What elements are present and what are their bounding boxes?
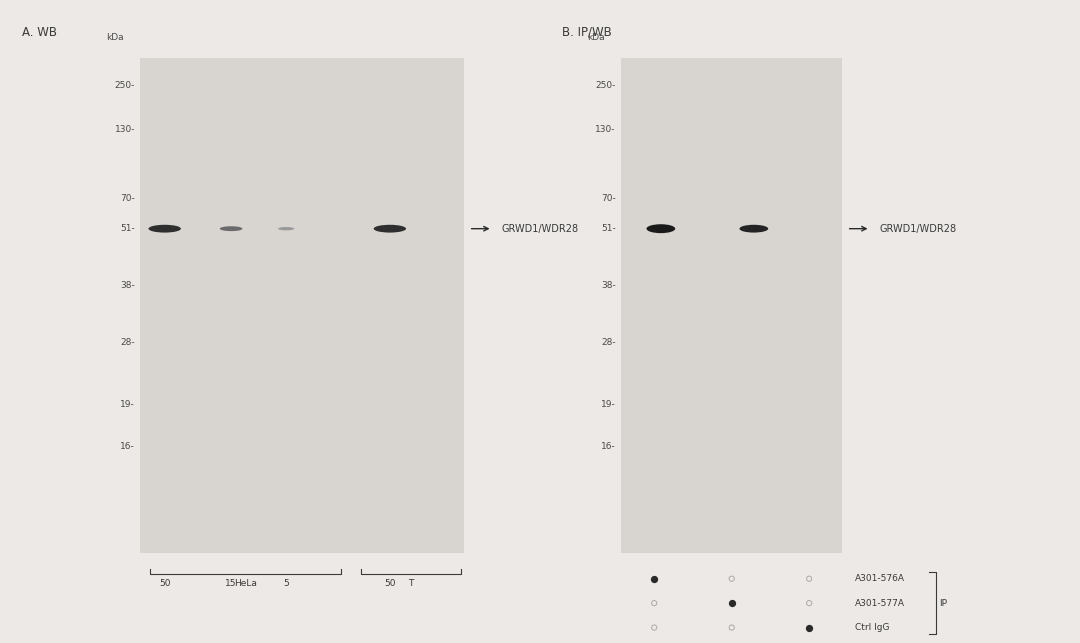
Text: A301-576A: A301-576A xyxy=(855,574,905,583)
Text: A. WB: A. WB xyxy=(22,26,56,39)
Point xyxy=(724,622,741,633)
Text: kDa: kDa xyxy=(107,33,124,42)
Text: 70-: 70- xyxy=(600,194,616,203)
Ellipse shape xyxy=(374,225,406,233)
Text: IP: IP xyxy=(940,599,947,608)
Text: kDa: kDa xyxy=(588,33,605,42)
Point xyxy=(724,598,741,608)
Point xyxy=(800,598,818,608)
Point xyxy=(646,622,663,633)
Text: 50: 50 xyxy=(384,579,395,588)
Text: 38-: 38- xyxy=(120,281,135,290)
Text: 19-: 19- xyxy=(120,400,135,409)
Point xyxy=(646,574,663,584)
Ellipse shape xyxy=(740,225,768,233)
Text: Ctrl IgG: Ctrl IgG xyxy=(855,623,890,632)
Text: 19-: 19- xyxy=(600,400,616,409)
Bar xyxy=(621,58,842,553)
Text: 51-: 51- xyxy=(120,224,135,233)
Text: 15: 15 xyxy=(226,579,237,588)
Text: 16-: 16- xyxy=(120,442,135,451)
Ellipse shape xyxy=(647,224,675,233)
Text: 70-: 70- xyxy=(120,194,135,203)
Text: 50: 50 xyxy=(159,579,171,588)
Point xyxy=(646,598,663,608)
Text: 250-: 250- xyxy=(114,80,135,89)
Text: B. IP/WB: B. IP/WB xyxy=(562,26,611,39)
Ellipse shape xyxy=(220,226,243,231)
Ellipse shape xyxy=(278,227,294,230)
Text: 130-: 130- xyxy=(114,125,135,134)
Text: GRWD1/WDR28: GRWD1/WDR28 xyxy=(879,224,956,233)
Text: 16-: 16- xyxy=(600,442,616,451)
Text: 38-: 38- xyxy=(600,281,616,290)
Text: GRWD1/WDR28: GRWD1/WDR28 xyxy=(501,224,578,233)
Point xyxy=(800,622,818,633)
Point xyxy=(724,574,741,584)
Text: A301-577A: A301-577A xyxy=(855,599,905,608)
Text: 250-: 250- xyxy=(595,80,616,89)
Text: 28-: 28- xyxy=(600,338,616,347)
Text: T: T xyxy=(408,579,414,588)
Text: 5: 5 xyxy=(283,579,289,588)
Ellipse shape xyxy=(149,225,180,233)
Text: 28-: 28- xyxy=(120,338,135,347)
Point xyxy=(800,574,818,584)
Text: HeLa: HeLa xyxy=(234,579,257,588)
Text: 130-: 130- xyxy=(595,125,616,134)
Bar xyxy=(140,58,464,553)
Text: 51-: 51- xyxy=(600,224,616,233)
